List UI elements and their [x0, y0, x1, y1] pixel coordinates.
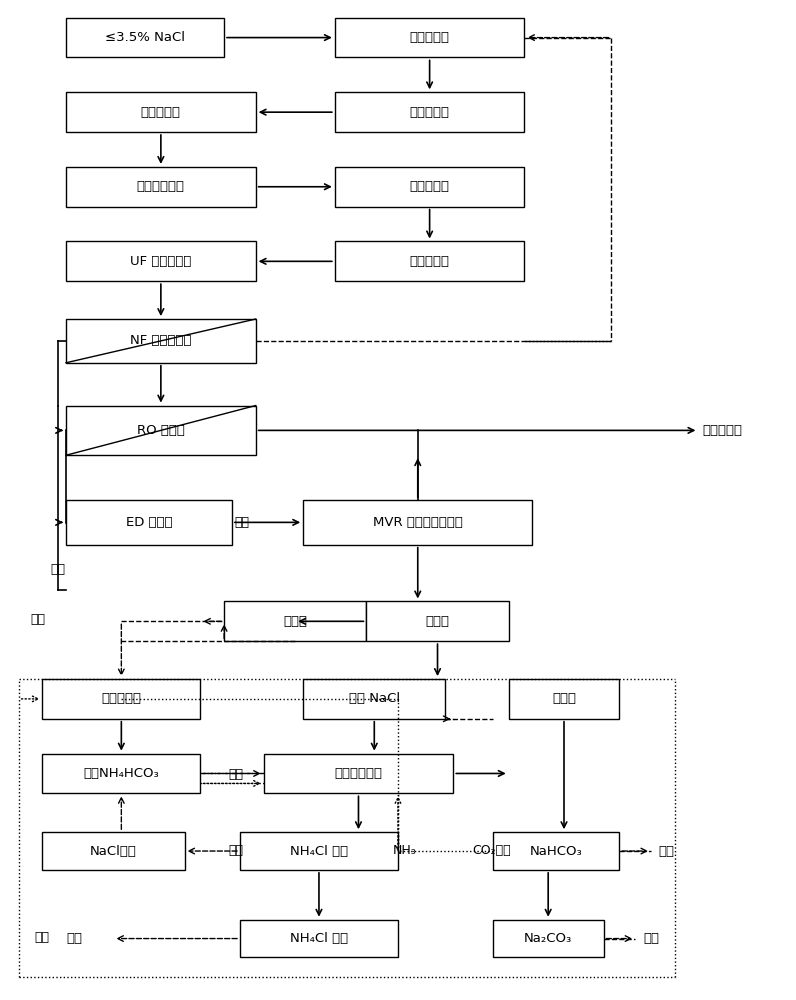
Text: 淡液: 淡液 [51, 563, 65, 576]
FancyBboxPatch shape [493, 832, 619, 870]
FancyBboxPatch shape [335, 18, 525, 57]
Text: NF 纳滤膜装置: NF 纳滤膜装置 [130, 334, 192, 347]
Text: ≤3.5% NaCl: ≤3.5% NaCl [105, 31, 185, 44]
FancyBboxPatch shape [335, 92, 525, 132]
FancyBboxPatch shape [493, 920, 603, 957]
Text: NH₄Cl 母液: NH₄Cl 母液 [290, 845, 348, 858]
Text: NH₄Cl 结晶: NH₄Cl 结晶 [290, 932, 348, 945]
Text: 活性炭过滤: 活性炭过滤 [410, 255, 450, 268]
Text: 盐析: 盐析 [228, 768, 244, 781]
Text: 固体 NaCl: 固体 NaCl [349, 692, 400, 705]
FancyBboxPatch shape [366, 601, 509, 641]
Text: ED 电渗析: ED 电渗析 [126, 516, 172, 529]
FancyBboxPatch shape [42, 832, 185, 870]
FancyBboxPatch shape [335, 241, 525, 281]
FancyBboxPatch shape [66, 406, 256, 455]
FancyBboxPatch shape [66, 18, 224, 57]
FancyBboxPatch shape [303, 679, 446, 719]
Text: 母液罐: 母液罐 [283, 615, 307, 628]
Text: 过滤机: 过滤机 [552, 692, 576, 705]
FancyBboxPatch shape [66, 92, 256, 132]
Text: NH₃: NH₃ [392, 844, 416, 857]
Text: UF 超滤膜装置: UF 超滤膜装置 [131, 255, 192, 268]
Text: 浓液: 浓液 [234, 516, 249, 529]
Text: 淡液: 淡液 [31, 613, 46, 626]
Text: NaHCO₃: NaHCO₃ [529, 845, 583, 858]
Text: CO₂煜烧: CO₂煜烧 [472, 844, 510, 857]
FancyBboxPatch shape [335, 167, 525, 207]
FancyBboxPatch shape [66, 167, 256, 207]
Text: 多介质过滤: 多介质过滤 [410, 180, 450, 193]
FancyBboxPatch shape [224, 601, 366, 641]
Text: 回用: 回用 [643, 932, 659, 945]
FancyBboxPatch shape [42, 679, 201, 719]
FancyBboxPatch shape [66, 500, 232, 545]
Text: 混凝沉淠器: 混凝沉淠器 [141, 106, 181, 119]
Text: NaCl母液: NaCl母液 [90, 845, 137, 858]
FancyBboxPatch shape [240, 920, 398, 957]
Text: MVR 或多效蕉发浓缩: MVR 或多效蕉发浓缩 [373, 516, 462, 529]
Text: 成品: 成品 [66, 932, 82, 945]
Text: 回用: 回用 [659, 845, 675, 858]
Text: 冷析: 冷析 [228, 844, 244, 857]
FancyBboxPatch shape [303, 500, 533, 545]
Text: RO 反渗透: RO 反渗透 [137, 424, 185, 437]
Text: 中和调节池: 中和调节池 [410, 31, 450, 44]
FancyBboxPatch shape [509, 679, 619, 719]
Text: Na₂CO₃: Na₂CO₃ [524, 932, 572, 945]
Text: 吸油纤维过滤: 吸油纤维过滤 [137, 180, 185, 193]
FancyBboxPatch shape [240, 832, 398, 870]
FancyBboxPatch shape [66, 319, 256, 363]
FancyBboxPatch shape [42, 754, 201, 793]
FancyBboxPatch shape [263, 754, 454, 793]
Text: 铵钙盐转化釜: 铵钙盐转化釜 [334, 767, 382, 780]
Text: 固体NH₄HCO₃: 固体NH₄HCO₃ [84, 767, 159, 780]
Text: 电絪凝除油: 电絪凝除油 [410, 106, 450, 119]
FancyBboxPatch shape [66, 241, 256, 281]
Text: 净化水回用: 净化水回用 [702, 424, 743, 437]
Text: 废气吸收塔: 废气吸收塔 [101, 692, 142, 705]
Text: 结晶器: 结晶器 [426, 615, 450, 628]
Text: 成品: 成品 [35, 931, 50, 944]
